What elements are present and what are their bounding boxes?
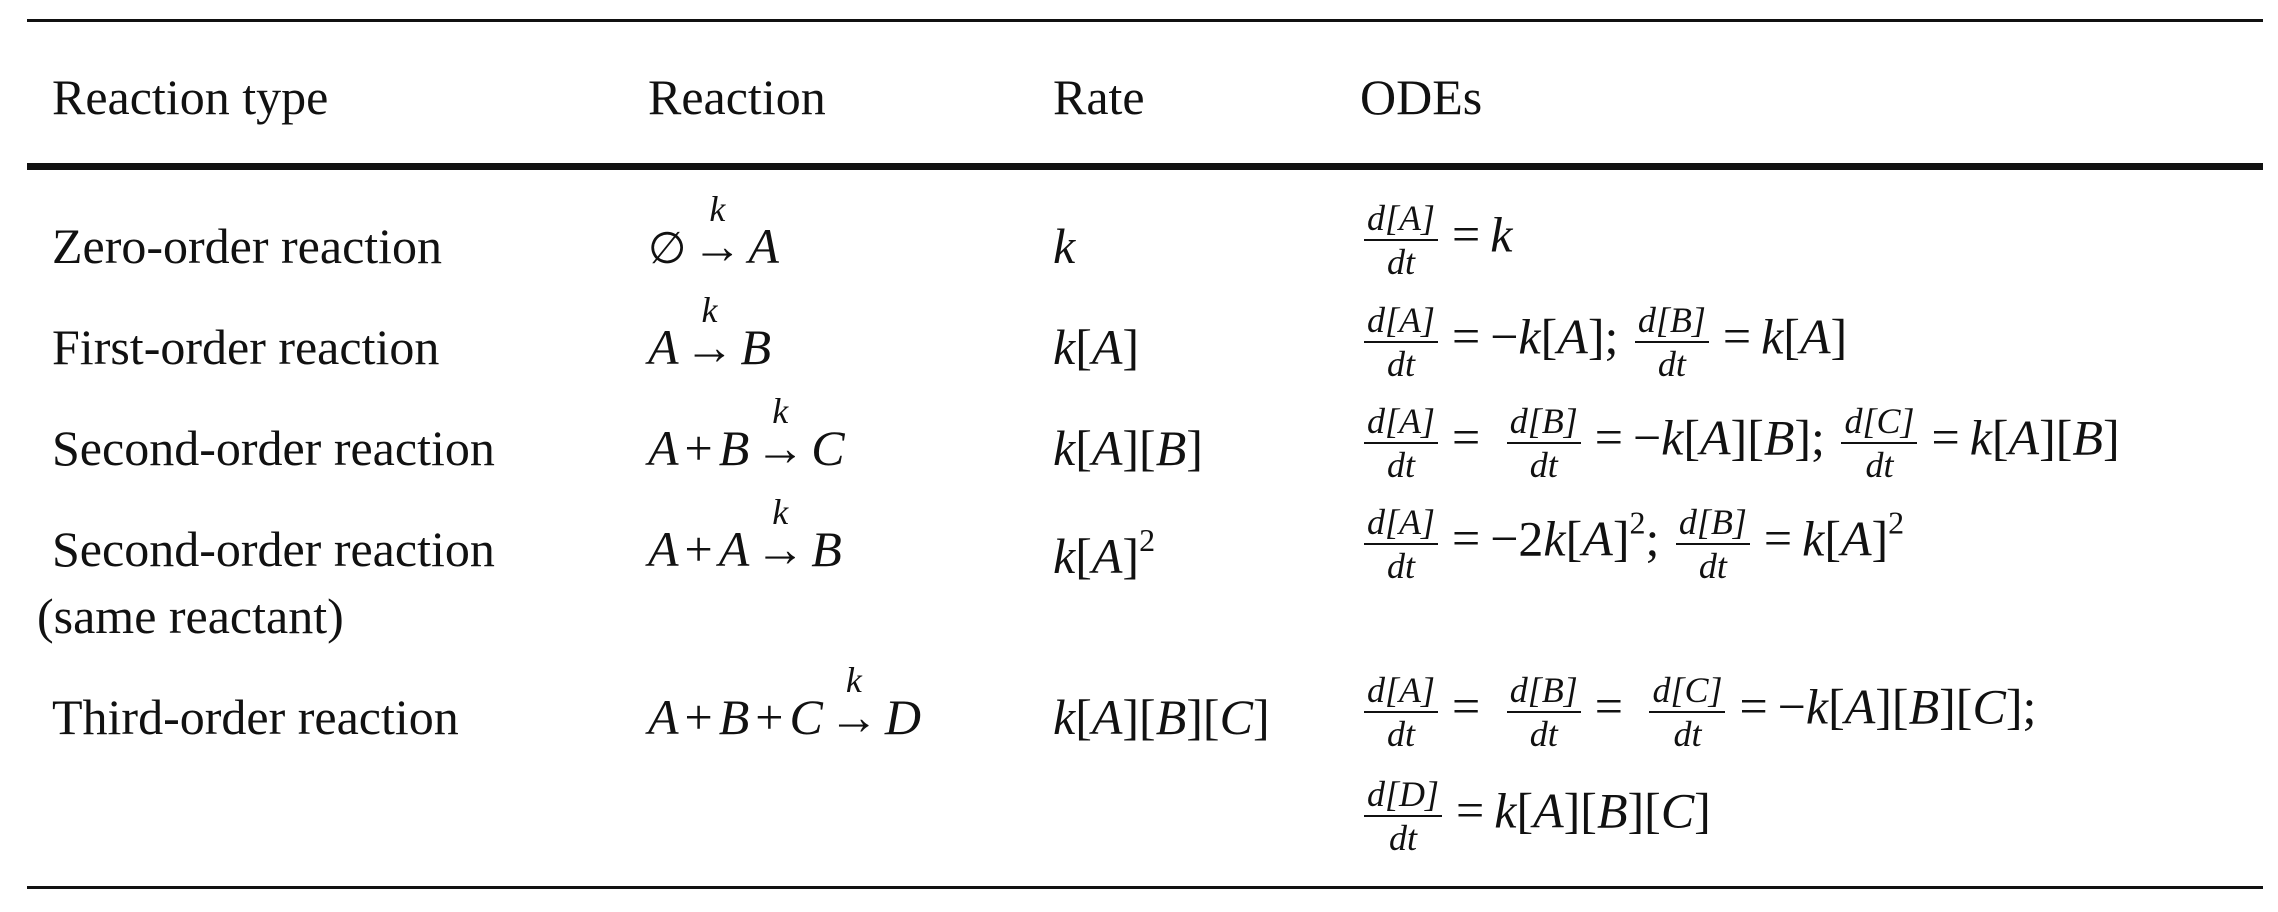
row-5-odes-line2: d[D] dt = k[A][B][C] xyxy=(1360,776,1711,856)
row-1-reaction: ∅ k → A xyxy=(648,189,779,274)
row-4-type: Second-order reaction xyxy=(52,521,495,577)
row-2-rate: k[A] xyxy=(1053,319,1140,375)
row-4-type-line2: (same reactant) xyxy=(37,588,344,644)
row-4-rate: k[A]2 xyxy=(1053,522,1156,584)
row-1-rate: k xyxy=(1053,218,1076,274)
row-4-odes: d[A] dt = −2k[A]2; d[B] dt = k[A]2 xyxy=(1360,504,1904,584)
row-1-odes: d[A] dt = k xyxy=(1360,200,1512,280)
table-top-rule xyxy=(27,19,2263,22)
row-2-odes: d[A] dt = −k[A]; d[B] dt = k[A] xyxy=(1360,302,1847,382)
header-odes: ODEs xyxy=(1360,69,1483,125)
row-1-type: Zero-order reaction xyxy=(52,218,443,274)
row-3-rate: k[A][B] xyxy=(1053,420,1203,476)
row-5-odes-line1: d[A] dt = d[B] dt = d[C] dt = −k[A][B][C]; xyxy=(1360,672,2036,752)
row-3-odes: d[A] dt = d[B] dt = −k[A][B]; d[C] dt = k[A][B] xyxy=(1360,403,2120,483)
row-5-rate: k[A][B][C] xyxy=(1053,689,1270,745)
header-rate: Rate xyxy=(1053,69,1145,125)
row-2-type: First-order reaction xyxy=(52,319,440,375)
header-reaction-type: Reaction type xyxy=(52,69,329,125)
row-5-type: Third-order reaction xyxy=(52,689,459,745)
table-header-rule xyxy=(27,163,2263,170)
row-3-type: Second-order reaction xyxy=(52,420,495,476)
header-reaction: Reaction xyxy=(648,69,826,125)
table-bottom-rule xyxy=(27,886,2263,889)
